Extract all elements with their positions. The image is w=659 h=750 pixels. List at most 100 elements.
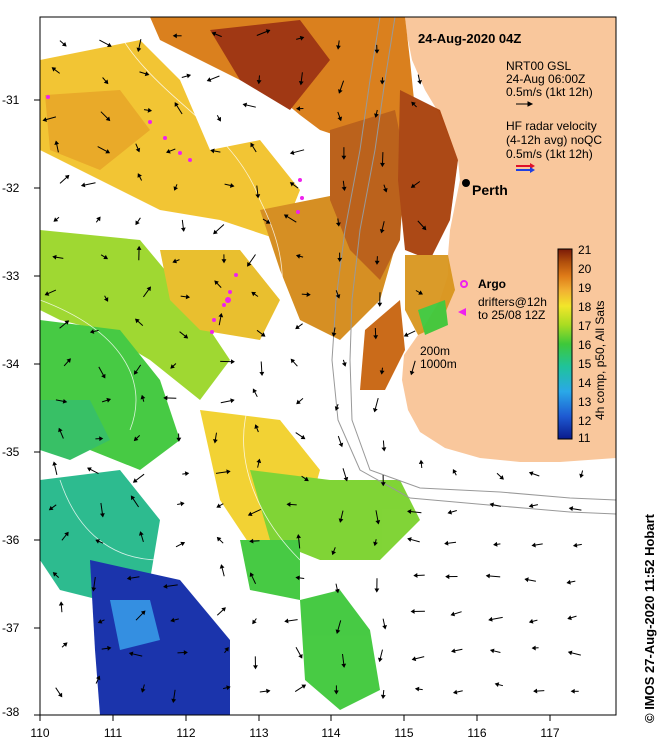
velocity-vector-head <box>52 254 57 260</box>
velocity-vector-head <box>140 688 146 693</box>
velocity-vector-head <box>335 629 341 634</box>
y-tick-label: -31 <box>2 93 20 107</box>
velocity-vector-head <box>138 531 144 536</box>
velocity-vector-head <box>170 617 175 623</box>
velocity-vector-head <box>488 616 493 622</box>
velocity-vector-head <box>337 257 343 262</box>
velocity-vector-head <box>249 538 254 544</box>
velocity-vector-head <box>296 534 302 539</box>
colorbar-tick: 11 <box>578 431 591 445</box>
velocity-vector-head <box>230 359 235 365</box>
colorbar-tick: 16 <box>578 338 592 352</box>
velocity-vector-head <box>382 187 388 193</box>
x-tick-label: 115 <box>394 726 414 740</box>
x-tick-label: 112 <box>176 726 196 740</box>
velocity-vector-head <box>216 536 222 542</box>
velocity-vector-head <box>341 186 347 191</box>
velocity-vector-head <box>51 67 57 72</box>
y-tick-label: -35 <box>2 445 20 459</box>
velocity-vector-head <box>409 370 415 376</box>
velocity-vector-head <box>375 520 381 525</box>
x-tick-label: 111 <box>103 726 123 740</box>
velocity-vector-head <box>176 437 182 442</box>
velocity-vector-head <box>374 49 380 54</box>
velocity-vector-head <box>101 373 106 379</box>
velocity-vector-head <box>105 149 111 154</box>
velocity-vector-head <box>450 611 456 617</box>
velocity-vector-head <box>66 358 71 363</box>
velocity-vector-head <box>103 79 109 85</box>
velocity-vector-head <box>180 541 186 547</box>
velocity-vector-head <box>135 147 141 153</box>
velocity-vector-head <box>96 216 101 222</box>
velocity-vector-head <box>252 388 258 394</box>
velocity-vector-head <box>214 280 219 285</box>
velocity-vector-head <box>528 471 534 476</box>
velocity-vector-head <box>226 469 231 475</box>
velocity-vectors <box>42 29 584 704</box>
velocity-vector-head <box>334 406 340 411</box>
velocity-vector-head <box>54 140 60 145</box>
velocity-vector-head <box>184 471 190 477</box>
velocity-vector-head <box>163 583 168 589</box>
velocity-vector-head <box>64 320 70 325</box>
velocity-vector-head <box>170 364 175 369</box>
colorbar-tick: 17 <box>578 319 592 333</box>
velocity-vector-head <box>572 542 578 548</box>
velocity-vector-head <box>286 502 291 507</box>
velocity-vector-head <box>64 174 70 180</box>
x-tick-label: 114 <box>321 726 341 740</box>
velocity-vector-head <box>524 577 529 583</box>
gsl-legend-arrow <box>516 101 534 107</box>
velocity-vector-head <box>242 102 248 108</box>
velocity-vector-head <box>253 665 258 670</box>
velocity-vector-head <box>135 220 140 226</box>
velocity-vector-head <box>499 475 504 480</box>
city-label-perth: Perth <box>472 182 508 198</box>
velocity-vector-head <box>331 332 337 337</box>
velocity-vector-head <box>528 618 534 624</box>
velocity-vector-head <box>300 434 306 440</box>
velocity-vector-head <box>298 654 303 659</box>
velocity-vector-head <box>144 71 150 77</box>
velocity-vector-head <box>163 395 168 401</box>
velocity-vector-head <box>132 478 138 483</box>
velocity-vector-head <box>140 610 146 616</box>
velocity-vector-head <box>407 537 412 542</box>
velocity-vector-head <box>105 116 111 122</box>
velocity-vector-head <box>213 439 218 444</box>
velocity-vector-head <box>451 648 456 654</box>
velocity-vector-head <box>452 469 458 474</box>
velocity-vector-head <box>299 35 305 41</box>
y-tick-label: -33 <box>2 269 20 283</box>
velocity-vector-head <box>126 575 132 581</box>
velocity-vector-head <box>566 579 571 585</box>
radar-legend-arrow <box>516 163 535 173</box>
velocity-vector-head <box>410 183 416 188</box>
velocity-vector-head <box>377 302 383 307</box>
velocity-vector-head <box>298 80 304 86</box>
x-tick-label: 110 <box>30 726 50 740</box>
velocity-vector-head <box>295 324 300 330</box>
colorbar-tick: 12 <box>578 414 592 428</box>
velocity-vector-head <box>417 80 422 85</box>
velocity-vector-head <box>247 262 252 267</box>
velocity-vector-head <box>283 214 289 219</box>
velocity-vector-head <box>266 688 271 694</box>
velocity-vector-head <box>335 294 341 299</box>
velocity-vector-head <box>295 575 300 581</box>
velocity-vector-head <box>338 442 344 448</box>
y-tick-label: -36 <box>2 533 20 547</box>
velocity-vector-head <box>133 370 139 375</box>
velocity-vector-head <box>567 615 572 621</box>
velocity-vector-head <box>252 619 257 625</box>
velocity-vector-head <box>295 253 301 259</box>
colorbar-tick: 18 <box>578 300 592 314</box>
velocity-vector-head <box>174 102 179 107</box>
velocity-vector-head <box>444 540 449 546</box>
velocity-vector-head <box>185 294 191 300</box>
isobath-1000m <box>331 17 616 515</box>
velocity-vector-head <box>172 33 177 39</box>
y-tick-label: -34 <box>2 357 20 371</box>
velocity-vector-head <box>80 182 86 188</box>
